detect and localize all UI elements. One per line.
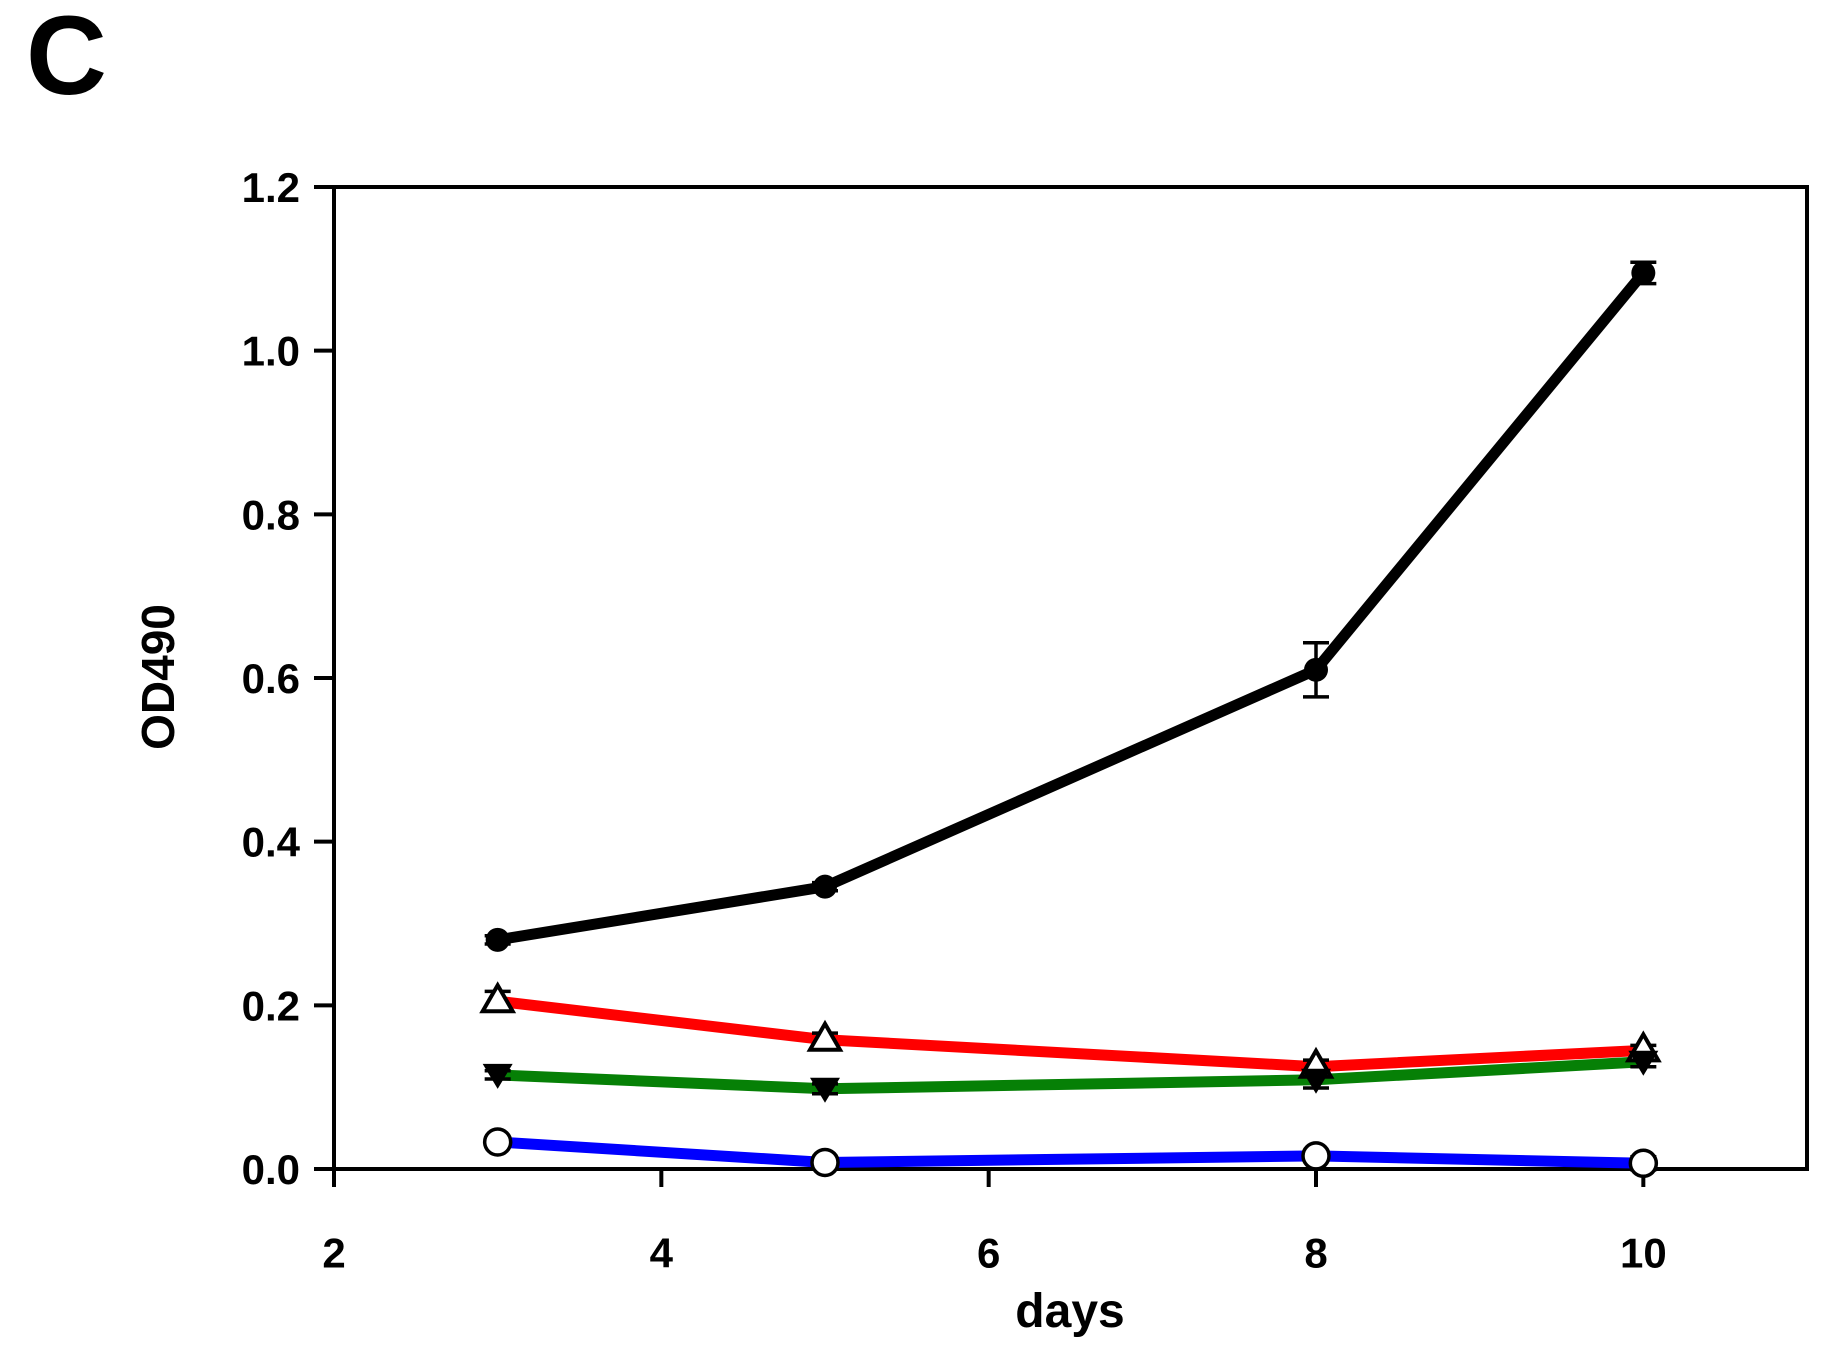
series-line-blue-open-circle	[492, 1136, 1649, 1169]
filled-circle-marker	[485, 927, 510, 952]
open-circle-marker	[482, 1127, 513, 1157]
panel-label: C	[26, 0, 107, 118]
filled-triangle-down-marker	[1628, 1050, 1659, 1076]
markers-green-filled-triangle	[482, 1050, 1659, 1103]
filled-circle-marker	[1304, 657, 1328, 682]
x-axis: 2 4 6 8 10	[322, 1169, 1667, 1276]
y-tick-label: 0.2	[242, 982, 300, 1029]
x-tick-label: 4	[650, 1229, 674, 1276]
y-axis-title: OD490	[132, 604, 184, 750]
markers-blue-open-circle	[482, 1127, 1659, 1179]
error-bars-black-filled-circle	[484, 260, 1657, 946]
y-tick-label: 1.2	[242, 164, 300, 211]
series-line-red-open-triangle	[492, 995, 1649, 1073]
markers-black-filled-circle	[485, 260, 1656, 952]
x-tick-label: 8	[1304, 1229, 1327, 1276]
x-tick-label: 6	[977, 1229, 1000, 1276]
series-line-black-filled-circle	[492, 267, 1649, 946]
y-tick-label: 1.0	[242, 328, 300, 375]
open-circle-marker	[1301, 1141, 1331, 1171]
series-line-green-filled-triangle	[492, 1056, 1649, 1095]
x-axis-title: days	[1015, 1285, 1125, 1338]
filled-triangle-down-marker	[810, 1077, 840, 1103]
y-tick-label: 0.6	[242, 655, 300, 702]
filled-triangle-down-marker	[1301, 1068, 1331, 1094]
open-circle-marker	[1628, 1148, 1659, 1179]
open-triangle-up-marker	[479, 981, 517, 1014]
open-circle-marker	[810, 1147, 840, 1178]
y-tick-label: 0.8	[242, 491, 300, 538]
y-tick-label: 0.4	[242, 819, 301, 866]
x-tick-label: 2	[322, 1229, 345, 1276]
x-tick-label: 10	[1620, 1229, 1667, 1276]
filled-circle-marker	[813, 874, 837, 899]
y-axis: 0.0 0.2 0.4 0.6 0.8 1.0 1.2	[242, 164, 334, 1193]
filled-triangle-down-marker	[482, 1063, 513, 1089]
open-triangle-up-marker	[806, 1019, 844, 1052]
filled-circle-marker	[1631, 260, 1656, 285]
y-tick-label: 0.0	[242, 1146, 300, 1193]
